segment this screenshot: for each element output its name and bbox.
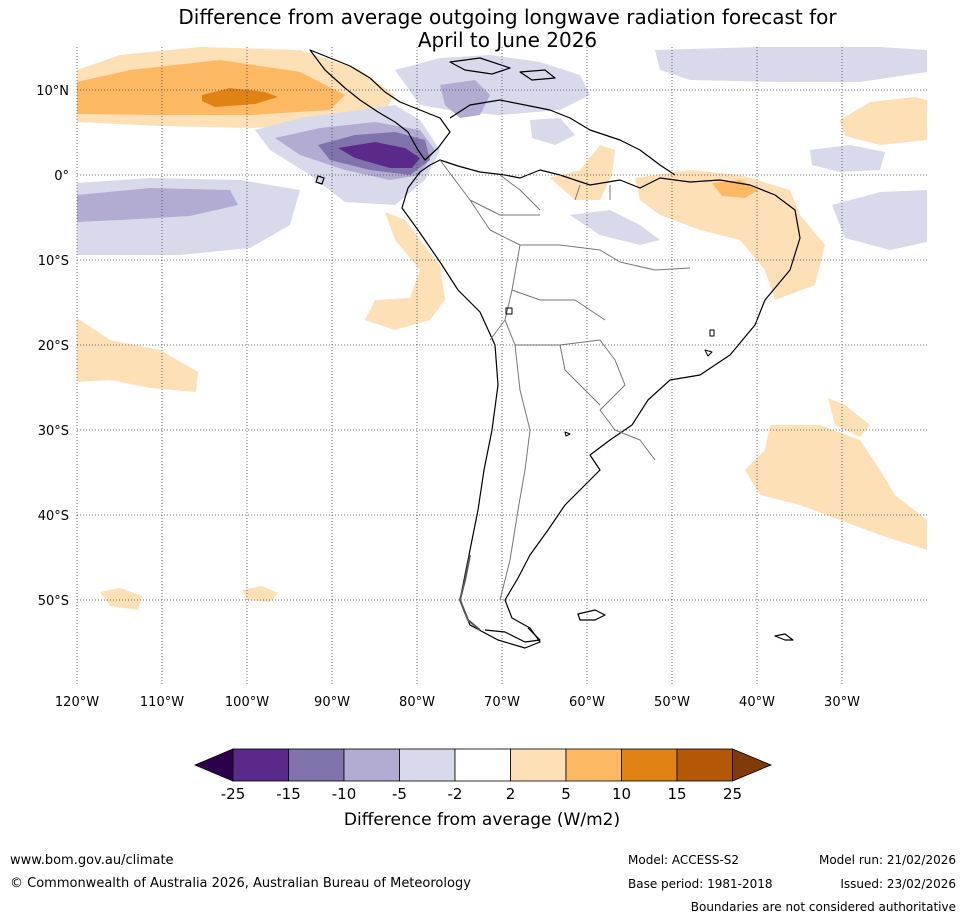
south-georgia bbox=[774, 633, 794, 641]
map-title-line-2: April to June 2026 bbox=[417, 28, 598, 52]
colorbar-low-extension bbox=[193, 748, 234, 782]
negative-anomaly-atlantic-south-equator bbox=[832, 190, 927, 250]
lon-label: 60°W bbox=[569, 695, 605, 710]
colorbar-tick-label: 15 bbox=[667, 785, 686, 803]
lat-label: 30°S bbox=[38, 424, 69, 439]
negative-anomaly-guiana bbox=[530, 118, 575, 145]
colorbar-tick-label: -2 bbox=[448, 785, 463, 803]
lat-label: 10°S bbox=[38, 254, 69, 269]
colorbar-tick-label: 2 bbox=[506, 785, 516, 803]
positive-anomaly-southeast-pacific bbox=[77, 318, 198, 392]
colorbar-tick-label: 10 bbox=[612, 785, 631, 803]
lakes bbox=[505, 307, 715, 437]
lat-label: 40°S bbox=[38, 509, 69, 524]
lon-label: 50°W bbox=[654, 695, 690, 710]
lon-label: 100°W bbox=[225, 695, 269, 710]
positive-anomaly-south-atlantic-small bbox=[828, 398, 870, 437]
lon-label: 40°W bbox=[739, 695, 775, 710]
positive-anomaly-south-atlantic bbox=[745, 425, 927, 550]
footer-issued: Issued: 23/02/2026 bbox=[840, 877, 956, 891]
negative-anomaly-atlantic-north bbox=[655, 47, 927, 82]
positive-anomaly-peru-coast bbox=[365, 212, 445, 330]
colorbar-segment bbox=[454, 748, 511, 782]
colorbar-segment bbox=[676, 748, 733, 782]
footer-base-period: Base period: 1981-2018 bbox=[628, 877, 773, 891]
lon-label: 70°W bbox=[484, 695, 520, 710]
negative-anomaly-amazon bbox=[570, 210, 660, 245]
positive-anomaly-atlantic-north bbox=[840, 97, 927, 145]
lon-label: 120°W bbox=[55, 695, 99, 710]
positive-anomaly-brazil-northeast bbox=[635, 170, 825, 300]
lon-label: 90°W bbox=[314, 695, 350, 710]
anomaly-shading bbox=[77, 47, 927, 610]
strong-positive-anomaly-eastern-pacific bbox=[202, 88, 278, 107]
tierra-del-fuego bbox=[484, 627, 541, 643]
colorbar-tick-label: -5 bbox=[392, 785, 407, 803]
longitude-labels: 120°W 110°W 100°W 90°W 80°W 70°W 60°W 50… bbox=[55, 695, 860, 710]
positive-anomaly-southern-ocean-1 bbox=[100, 588, 142, 610]
colorbar-tick-label: -10 bbox=[332, 785, 357, 803]
central-america-coastline bbox=[309, 49, 451, 161]
negative-anomaly-east-pacific-south-core bbox=[77, 188, 238, 222]
negative-anomaly-caribbean bbox=[395, 55, 590, 115]
latitude-labels: 10°N 0° 10°S 20°S 30°S 40°S 50°S bbox=[36, 84, 69, 609]
colorbar: -25 -15 -10 -5 -2 2 5 10 15 25 Differenc… bbox=[193, 748, 773, 830]
graticule bbox=[76, 47, 927, 685]
lat-label: 20°S bbox=[38, 339, 69, 354]
negative-anomaly-atlantic-equator bbox=[810, 145, 885, 172]
colorbar-tick-label: 5 bbox=[561, 785, 571, 803]
lon-label: 30°W bbox=[824, 695, 860, 710]
coastlines-and-borders bbox=[309, 49, 801, 649]
cuba-coastline bbox=[449, 57, 511, 75]
footer-model: Model: ACCESS-S2 bbox=[628, 853, 740, 867]
chile-archipelago bbox=[459, 554, 481, 631]
footer-model-run: Model run: 21/02/2026 bbox=[818, 853, 956, 867]
negative-anomaly-caribbean-core bbox=[440, 80, 490, 118]
positive-anomaly-eastern-pacific-core bbox=[77, 60, 345, 115]
lat-label: 50°S bbox=[38, 594, 69, 609]
south-america-coastline bbox=[401, 159, 801, 649]
caribbean-coastline bbox=[449, 99, 676, 176]
colorbar-segment bbox=[232, 748, 289, 782]
colorbar-tick-label: -15 bbox=[276, 785, 301, 803]
positive-anomaly-amazon-north bbox=[550, 145, 615, 200]
colorbar-title: Difference from average (W/m2) bbox=[344, 810, 620, 830]
colorbar-segment bbox=[510, 748, 567, 782]
lon-label: 110°W bbox=[140, 695, 184, 710]
colorbar-tick-label: -25 bbox=[221, 785, 246, 803]
colorbar-tick-label: 25 bbox=[723, 785, 742, 803]
colorbar-segment bbox=[399, 748, 456, 782]
lat-label: 0° bbox=[54, 169, 69, 184]
colorbar-high-extension bbox=[732, 748, 773, 782]
colorbar-segment bbox=[343, 748, 400, 782]
lat-label: 10°N bbox=[36, 84, 69, 99]
negative-anomaly-panama-bight-core bbox=[338, 142, 420, 168]
colorbar-segment bbox=[288, 748, 345, 782]
galapagos bbox=[315, 175, 325, 185]
colorbar-segment bbox=[565, 748, 622, 782]
map-title-line-1: Difference from average outgoing longwav… bbox=[178, 5, 837, 29]
hispaniola-coastline bbox=[519, 69, 556, 81]
national-borders bbox=[439, 159, 691, 601]
colorbar-segment bbox=[621, 748, 678, 782]
lon-label: 80°W bbox=[399, 695, 435, 710]
footer-disclaimer: Boundaries are not considered authoritat… bbox=[690, 900, 956, 914]
footer-copyright: © Commonwealth of Australia 2026, Austra… bbox=[10, 876, 471, 891]
positive-anomaly-southern-ocean-2 bbox=[242, 586, 278, 602]
falkland-islands bbox=[577, 609, 606, 621]
footer-url: www.bom.gov.au/climate bbox=[10, 853, 174, 868]
